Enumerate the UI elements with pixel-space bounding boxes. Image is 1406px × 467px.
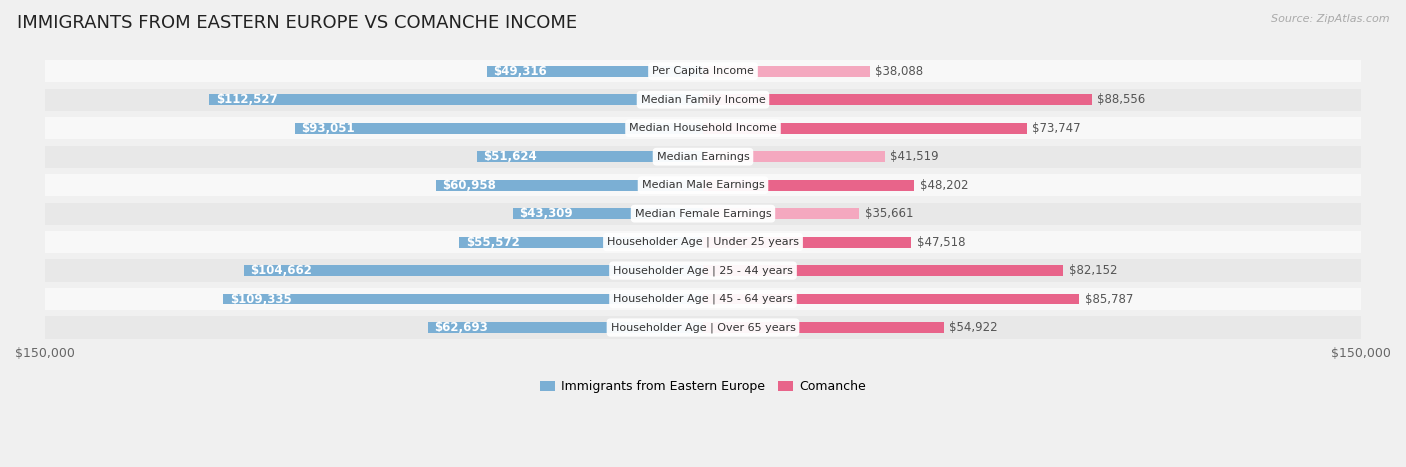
Text: $35,661: $35,661 xyxy=(865,207,914,220)
Bar xyxy=(209,94,703,105)
Text: Householder Age | 45 - 64 years: Householder Age | 45 - 64 years xyxy=(613,294,793,304)
Text: Median Earnings: Median Earnings xyxy=(657,152,749,162)
Text: $112,527: $112,527 xyxy=(217,93,277,106)
Text: $48,202: $48,202 xyxy=(920,179,969,191)
Text: $93,051: $93,051 xyxy=(301,122,354,134)
Bar xyxy=(243,265,703,276)
Text: Median Family Income: Median Family Income xyxy=(641,95,765,105)
Text: $82,152: $82,152 xyxy=(1069,264,1118,277)
Text: Median Male Earnings: Median Male Earnings xyxy=(641,180,765,190)
Bar xyxy=(703,180,914,191)
Text: $109,335: $109,335 xyxy=(231,292,291,305)
Text: Source: ZipAtlas.com: Source: ZipAtlas.com xyxy=(1271,14,1389,24)
Bar xyxy=(460,237,703,248)
Text: $73,747: $73,747 xyxy=(1032,122,1080,134)
Text: $85,787: $85,787 xyxy=(1084,292,1133,305)
Legend: Immigrants from Eastern Europe, Comanche: Immigrants from Eastern Europe, Comanche xyxy=(536,375,870,398)
Bar xyxy=(436,180,703,191)
Text: Householder Age | Under 25 years: Householder Age | Under 25 years xyxy=(607,237,799,248)
Text: Householder Age | 25 - 44 years: Householder Age | 25 - 44 years xyxy=(613,265,793,276)
Text: Median Household Income: Median Household Income xyxy=(628,123,778,133)
Bar xyxy=(703,123,1026,134)
Bar xyxy=(295,123,703,134)
Text: Median Female Earnings: Median Female Earnings xyxy=(634,209,772,219)
Text: $60,958: $60,958 xyxy=(441,179,496,191)
Text: $43,309: $43,309 xyxy=(520,207,574,220)
Bar xyxy=(703,151,886,162)
Bar xyxy=(45,117,1361,139)
Text: $88,556: $88,556 xyxy=(1097,93,1144,106)
Bar xyxy=(45,60,1361,82)
Bar xyxy=(45,203,1361,225)
Text: Householder Age | Over 65 years: Householder Age | Over 65 years xyxy=(610,322,796,333)
Bar xyxy=(45,174,1361,196)
Bar xyxy=(45,146,1361,168)
Text: Per Capita Income: Per Capita Income xyxy=(652,66,754,76)
Text: $55,572: $55,572 xyxy=(465,236,520,248)
Bar xyxy=(703,322,943,333)
Text: $49,316: $49,316 xyxy=(494,65,547,78)
Bar xyxy=(703,94,1091,105)
Bar xyxy=(45,89,1361,111)
Bar xyxy=(427,322,703,333)
Bar xyxy=(703,208,859,219)
Text: $47,518: $47,518 xyxy=(917,236,966,248)
Bar xyxy=(45,317,1361,339)
Bar xyxy=(486,66,703,77)
Text: $41,519: $41,519 xyxy=(890,150,939,163)
Bar xyxy=(45,288,1361,310)
Text: IMMIGRANTS FROM EASTERN EUROPE VS COMANCHE INCOME: IMMIGRANTS FROM EASTERN EUROPE VS COMANC… xyxy=(17,14,576,32)
Text: $104,662: $104,662 xyxy=(250,264,312,277)
Bar xyxy=(45,231,1361,253)
Bar xyxy=(513,208,703,219)
Bar xyxy=(45,260,1361,282)
Bar xyxy=(703,237,911,248)
Bar xyxy=(224,294,703,304)
Bar xyxy=(477,151,703,162)
Text: $51,624: $51,624 xyxy=(484,150,537,163)
Text: $54,922: $54,922 xyxy=(949,321,998,334)
Bar xyxy=(703,294,1080,304)
Bar xyxy=(703,265,1063,276)
Text: $38,088: $38,088 xyxy=(876,65,924,78)
Bar xyxy=(703,66,870,77)
Text: $62,693: $62,693 xyxy=(434,321,488,334)
